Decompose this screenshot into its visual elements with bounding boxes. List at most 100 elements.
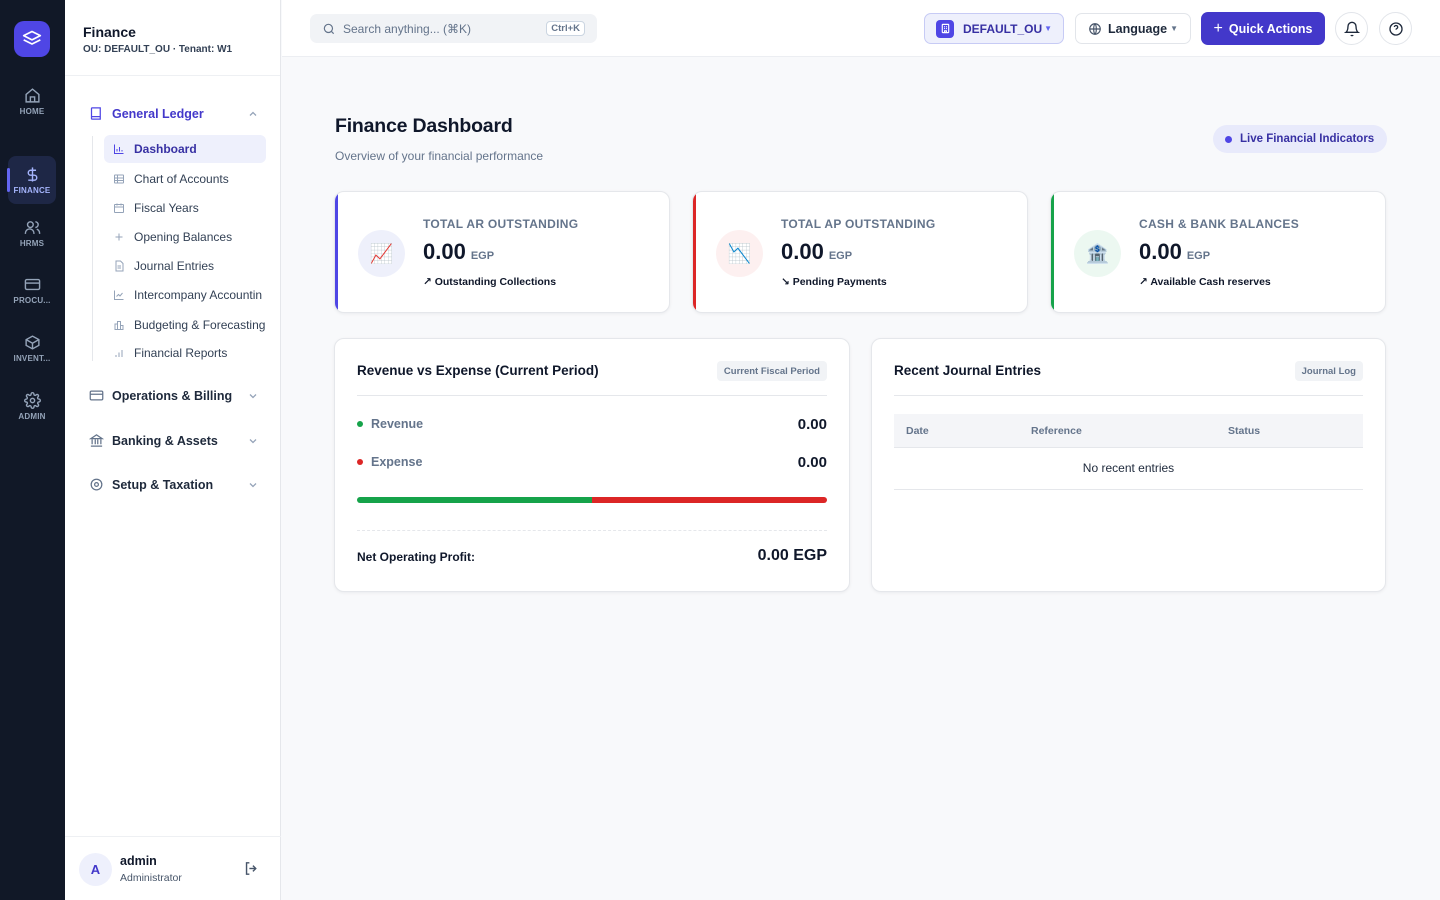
app-rail: HOME FINANCE HRMS PROCU... INVENT... ADM…	[0, 0, 65, 900]
quick-actions-button[interactable]: + Quick Actions	[1201, 12, 1325, 45]
calendar-icon	[114, 203, 124, 213]
divider	[357, 395, 827, 396]
rail-label: HOME	[19, 106, 45, 116]
kpi-value-row: 0.00 EGP	[1139, 239, 1210, 265]
layers-icon	[22, 30, 42, 45]
column-header-reference[interactable]: Reference	[1031, 425, 1082, 437]
net-profit-label: Net Operating Profit:	[357, 550, 476, 564]
search-icon	[323, 23, 335, 34]
sidebar-item-label: Intercompany Accountin	[134, 288, 263, 302]
rail-label: FINANCE	[13, 185, 51, 195]
expense-value: 0.00	[797, 453, 827, 471]
sidebar-item-budgeting[interactable]: Budgeting & Forecasting	[104, 311, 266, 339]
revenue-dot	[357, 421, 363, 427]
sidebar-group-general-ledger[interactable]: General Ledger	[89, 106, 259, 121]
sidebar-item-label: Chart of Accounts	[134, 172, 229, 186]
kpi-card-ap: 📉 TOTAL AP OUTSTANDING 0.00 EGP ↘ Pending…	[692, 191, 1028, 313]
card-icon	[24, 278, 40, 290]
language-selector[interactable]: Language ▼	[1075, 13, 1191, 44]
logout-icon[interactable]	[243, 860, 260, 877]
kpi-card-ar: 📈 TOTAL AR OUTSTANDING 0.00 EGP ↗ Outstan…	[334, 191, 670, 313]
kpi-accent-bar	[693, 192, 696, 312]
user-role: Administrator	[120, 872, 182, 884]
rail-item-hrms[interactable]: HRMS	[8, 209, 56, 257]
building-chart-icon	[114, 321, 124, 330]
avatar[interactable]: A	[79, 853, 112, 886]
kpi-value: 0.00	[423, 239, 466, 264]
revenue-value: 0.00	[797, 415, 827, 433]
rail-label: ADMIN	[18, 411, 46, 421]
notifications-button[interactable]	[1335, 12, 1368, 45]
search-shortcut-hint: Ctrl+K	[546, 21, 585, 36]
quick-actions-label: Quick Actions	[1228, 21, 1313, 36]
rail-item-admin[interactable]: ADMIN	[8, 382, 56, 430]
gear-icon	[23, 391, 41, 409]
rail-item-inventory[interactable]: INVENT...	[8, 324, 56, 372]
revenue-expense-card: Revenue vs Expense (Current Period) Curr…	[334, 338, 850, 592]
kpi-note: ↘ Pending Payments	[781, 276, 887, 288]
chevron-down-icon	[249, 438, 257, 443]
kpi-label: TOTAL AR OUTSTANDING	[423, 217, 579, 231]
rail-item-home[interactable]: HOME	[8, 77, 56, 125]
sidebar-group-label: Banking & Assets	[112, 433, 218, 448]
sidebar-item-label: Journal Entries	[134, 259, 215, 273]
revenue-bar-segment	[357, 497, 592, 503]
rail-item-finance[interactable]: FINANCE	[7, 156, 56, 204]
sidebar-group-label: Operations & Billing	[112, 388, 233, 403]
help-icon	[1388, 21, 1403, 36]
trend-down-chart-icon: 📉	[716, 230, 763, 277]
sidebar-group-setup-taxation[interactable]: Setup & Taxation	[89, 477, 259, 492]
kpi-accent-bar	[335, 192, 338, 312]
kpi-value: 0.00	[781, 239, 824, 264]
kpi-note: ↗ Available Cash reserves	[1139, 276, 1271, 288]
kpi-value-row: 0.00 EGP	[781, 239, 852, 265]
sidebar-item-fiscal-years[interactable]: Fiscal Years	[104, 194, 266, 222]
document-icon	[115, 260, 124, 272]
live-dot-icon	[1225, 135, 1232, 143]
users-icon	[24, 220, 40, 234]
column-header-status[interactable]: Status	[1228, 425, 1261, 437]
trend-up-chart-icon: 📈	[358, 230, 405, 277]
page-title: Finance Dashboard	[335, 115, 513, 137]
app-logo[interactable]	[14, 21, 50, 57]
global-search[interactable]: Ctrl+K	[310, 14, 597, 43]
sidebar-group-operations-billing[interactable]: Operations & Billing	[89, 388, 259, 403]
sidebar-item-financial-reports[interactable]: Financial Reports	[104, 339, 266, 367]
journal-log-tag: Journal Log	[1294, 361, 1363, 381]
sidebar-group-label: General Ledger	[112, 106, 204, 121]
kpi-label: TOTAL AP OUTSTANDING	[781, 217, 936, 231]
kpi-card-cash: 🏦 CASH & BANK BALANCES 0.00 EGP ↗ Availab…	[1050, 191, 1386, 313]
kpi-note: ↗ Outstanding Collections	[423, 276, 557, 288]
caret-down-icon: ▼	[1044, 24, 1052, 33]
sidebar-item-intercompany[interactable]: Intercompany Accountin	[104, 281, 266, 309]
chevron-down-icon	[249, 393, 257, 398]
search-input[interactable]	[343, 21, 533, 36]
plus-icon: +	[1213, 19, 1223, 37]
revenue-expense-bar	[357, 497, 827, 503]
rail-item-procurement[interactable]: PROCU...	[8, 266, 56, 314]
tree-line	[92, 136, 94, 361]
sidebar-item-dashboard[interactable]: Dashboard	[104, 135, 266, 163]
sidebar-item-label: Fiscal Years	[134, 201, 199, 215]
kpi-currency: EGP	[1186, 250, 1211, 262]
sidebar-item-label: Budgeting & Forecasting	[134, 318, 266, 332]
help-button[interactable]	[1379, 12, 1412, 45]
card-icon	[89, 390, 104, 401]
caret-down-icon: ▼	[1170, 24, 1178, 33]
expense-row: Expense 0.00	[357, 453, 827, 471]
ou-selector[interactable]: DEFAULT_OU ▼	[924, 13, 1064, 44]
user-name: admin	[120, 854, 157, 868]
top-bar: Ctrl+K DEFAULT_OU ▼ Language ▼ + Quick A…	[282, 0, 1440, 57]
sidebar-item-chart-of-accounts[interactable]: Chart of Accounts	[104, 165, 266, 193]
sidebar-item-opening-balances[interactable]: Opening Balances	[104, 223, 266, 251]
table-empty-state: No recent entries	[894, 448, 1363, 490]
sidebar-item-journal-entries[interactable]: Journal Entries	[104, 252, 266, 280]
divider	[357, 530, 827, 531]
sidebar-group-banking-assets[interactable]: Banking & Assets	[89, 433, 259, 448]
bank-icon: 🏦	[1074, 230, 1121, 277]
signal-icon	[115, 350, 123, 357]
gear-icon	[90, 478, 103, 491]
revenue-label: Revenue	[371, 417, 424, 431]
book-icon	[90, 107, 101, 120]
column-header-date[interactable]: Date	[906, 425, 929, 437]
